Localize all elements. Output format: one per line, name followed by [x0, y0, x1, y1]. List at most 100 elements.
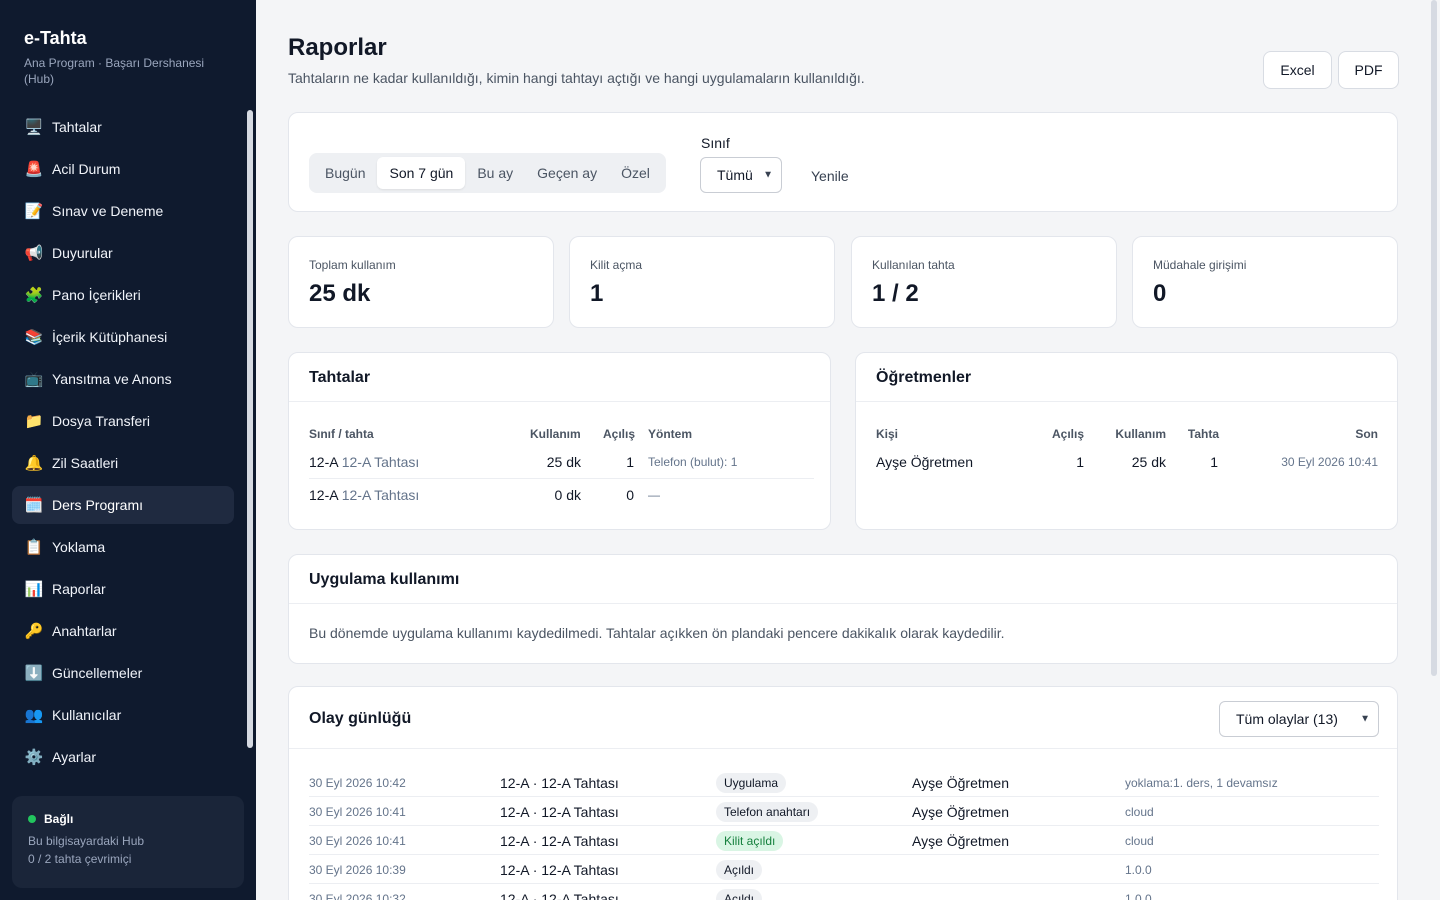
page-scrollbar[interactable]	[1431, 0, 1437, 676]
event-log-title: Olay günlüğü	[309, 710, 412, 727]
nav-icon: 🚨	[24, 161, 44, 178]
row-divider	[309, 825, 1379, 826]
nav-icon: 📋	[24, 539, 44, 556]
event-type-badge: Açıldı	[716, 889, 763, 900]
col-header-person: Kişi	[876, 427, 899, 441]
sidebar-item-yansıtma-ve-anons[interactable]: 📺 Yansıtma ve Anons	[12, 360, 234, 398]
filter-card: Bugün Son 7 gün Bu ay Geçen ay Özel Sınıf Tü…	[288, 112, 1398, 212]
event-person: Ayşe Öğretmen	[912, 804, 1010, 820]
event-detail: 1.0.0	[1125, 863, 1152, 877]
nav-icon: 📝	[24, 203, 44, 220]
nav-icon: 🔔	[24, 455, 44, 472]
event-board: 12-A · 12-A Tahtası	[500, 862, 619, 878]
sidebar-nav: 🖥️ Tahtalar 🚨 Acil Durum 📝 Sınav ve Deneme 📢 Du…	[12, 108, 234, 780]
sidebar-item-label: Kullanıcılar	[52, 707, 122, 723]
event-filter-select[interactable]: Tüm olaylar (13) ▼	[1219, 701, 1379, 737]
event-type-badge: Telefon anahtarı	[716, 802, 819, 822]
sidebar-item-pano-i-çerikleri[interactable]: 🧩 Pano İçerikleri	[12, 276, 234, 314]
sidebar-item-dosya-transferi[interactable]: 📁 Dosya Transferi	[12, 402, 234, 440]
stat-label: Toplam kullanım	[309, 258, 396, 272]
sidebar-item-anahtarlar[interactable]: 🔑 Anahtarlar	[12, 612, 234, 650]
sidebar-item-i-çerik-kütüphanesi[interactable]: 📚 İçerik Kütüphanesi	[12, 318, 234, 356]
sidebar-item-yoklama[interactable]: 📋 Yoklama	[12, 528, 234, 566]
row-divider	[309, 854, 1379, 855]
range-option[interactable]: Özel	[621, 165, 650, 181]
sidebar-item-acil-durum[interactable]: 🚨 Acil Durum	[12, 150, 234, 188]
stat-label: Kullanılan tahta	[872, 258, 955, 272]
brand: e-Tahta Ana Program · Başarı Dershanesi …	[24, 28, 224, 87]
event-board: 12-A · 12-A Tahtası	[500, 775, 619, 791]
sidebar-item-sınav-ve-deneme[interactable]: 📝 Sınav ve Deneme	[12, 192, 234, 230]
sidebar-item-kullanıcılar[interactable]: 👥 Kullanıcılar	[12, 696, 234, 734]
row-board: 12-A Tahtası	[341, 454, 420, 470]
nav-icon: 🗓️	[24, 497, 44, 514]
range-option[interactable]: Bugün	[325, 165, 366, 181]
sidebar-item-label: Anahtarlar	[52, 623, 117, 639]
row-method: —	[648, 488, 660, 502]
row-class: 12-A	[309, 487, 338, 503]
event-log-card: Olay günlüğü Tüm olaylar (13) ▼ 30 Eyl 2…	[288, 686, 1398, 900]
range-option[interactable]: Bu ay	[477, 165, 514, 181]
row-class: 12-A	[309, 454, 338, 470]
event-type-badge: Açıldı	[716, 860, 763, 880]
refresh-button[interactable]: Yenile	[811, 168, 849, 184]
row-usage: 25 dk	[1131, 454, 1166, 470]
sidebar: e-Tahta Ana Program · Başarı Dershanesi …	[0, 0, 256, 900]
stat-card-total-usage: Toplam kullanım 25 dk	[288, 236, 554, 328]
sidebar-item-güncellemeler[interactable]: ⬇️ Güncellemeler	[12, 654, 234, 692]
stat-card-intervention-attempts: Müdahale girişimi 0	[1132, 236, 1398, 328]
sidebar-item-tahtalar[interactable]: 🖥️ Tahtalar	[12, 108, 234, 146]
row-opens: 1	[1076, 454, 1084, 470]
row-divider	[309, 883, 1379, 884]
sidebar-item-label: Dosya Transferi	[52, 413, 151, 429]
hub-status-card: Bağlı Bu bilgisayardaki Hub 0 / 2 tahta …	[12, 796, 244, 888]
event-detail: yoklama:1. ders, 1 devamsız	[1125, 776, 1278, 790]
range-option[interactable]: Geçen ay	[537, 165, 598, 181]
sidebar-item-ayarlar[interactable]: ⚙️ Ayarlar	[12, 738, 234, 776]
brand-title: e-Tahta	[24, 28, 87, 48]
chevron-down-icon: ▼	[1360, 713, 1370, 725]
sidebar-item-label: Tahtalar	[52, 119, 102, 135]
row-opens: 1	[626, 454, 634, 470]
boards-table-card: Tahtalar Sınıf / tahta Kullanım Açılış Y…	[288, 352, 831, 530]
stat-value: 1 / 2	[872, 280, 919, 307]
stat-value: 25 dk	[309, 280, 371, 307]
event-log-header	[289, 687, 1397, 749]
stat-card-used-boards: Kullanılan tahta 1 / 2	[851, 236, 1117, 328]
row-board: 12-A Tahtası	[341, 487, 420, 503]
class-filter-select[interactable]: Tümü ▼	[700, 157, 782, 193]
table-row: 12-A 12-A Tahtası	[309, 487, 419, 503]
excel-export-button[interactable]: Excel	[1263, 51, 1332, 89]
app-usage-card: Uygulama kullanımı Bu dönemde uygulama k…	[288, 554, 1398, 664]
page-description: Tahtaların ne kadar kullanıldığı, kimin …	[288, 70, 865, 86]
teachers-table-card: Öğretmenler Kişi Açılış Kullanım Tahta S…	[855, 352, 1398, 530]
hub-online-count: 0 / 2 tahta çevrimiçi	[28, 852, 132, 866]
event-detail: cloud	[1125, 805, 1154, 819]
sidebar-item-label: İçerik Kütüphanesi	[52, 329, 168, 345]
event-filter-value: Tüm olaylar (13)	[1236, 711, 1338, 727]
class-filter-label: Sınıf	[701, 135, 730, 151]
nav-icon: 📊	[24, 581, 44, 598]
date-range-segmented: Bugün Son 7 gün Bu ay Geçen ay Özel	[309, 153, 666, 193]
nav-icon: 📁	[24, 413, 44, 430]
row-last: 30 Eyl 2026 10:41	[1281, 455, 1378, 469]
sidebar-item-raporlar[interactable]: 📊 Raporlar	[12, 570, 234, 608]
row-divider	[309, 796, 1379, 797]
event-person: Ayşe Öğretmen	[912, 775, 1010, 791]
sidebar-item-duyurular[interactable]: 📢 Duyurular	[12, 234, 234, 272]
nav-icon: 📺	[24, 371, 44, 388]
nav-icon: ⬇️	[24, 665, 44, 682]
event-board: 12-A · 12-A Tahtası	[500, 891, 619, 900]
nav-icon: 👥	[24, 707, 44, 724]
stat-label: Müdahale girişimi	[1153, 258, 1247, 272]
range-option[interactable]: Son 7 gün	[377, 157, 466, 189]
sidebar-item-label: Yoklama	[52, 539, 106, 555]
row-divider	[309, 478, 814, 479]
event-board: 12-A · 12-A Tahtası	[500, 804, 619, 820]
sidebar-scrollbar[interactable]	[247, 110, 253, 748]
col-header-last: Son	[1355, 427, 1378, 441]
stat-card-unlocks: Kilit açma 1	[569, 236, 835, 328]
sidebar-item-ders-programı[interactable]: 🗓️ Ders Programı	[12, 486, 234, 524]
pdf-export-button[interactable]: PDF	[1338, 51, 1399, 89]
sidebar-item-zil-saatleri[interactable]: 🔔 Zil Saatleri	[12, 444, 234, 482]
